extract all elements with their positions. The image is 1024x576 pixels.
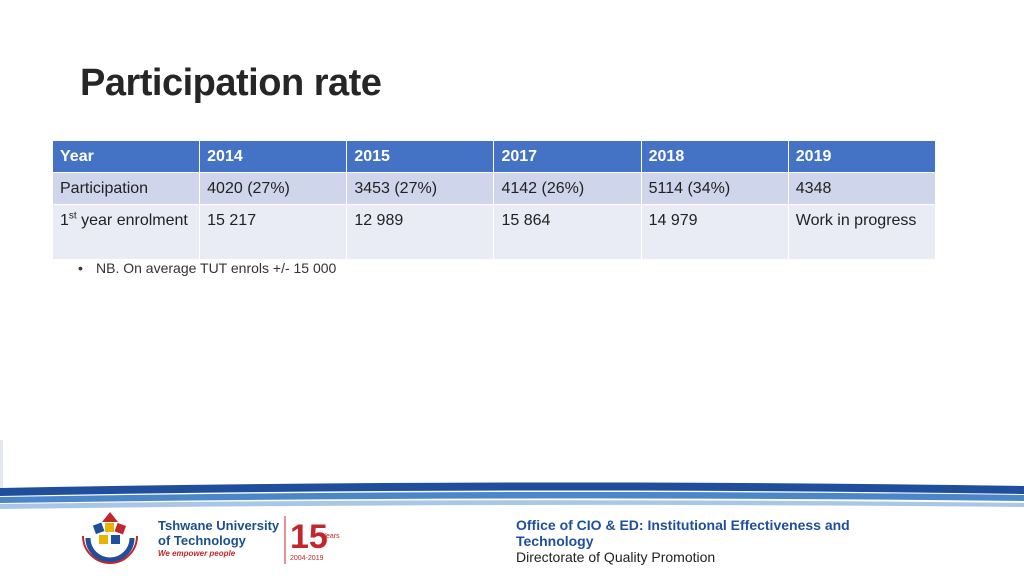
row-label-text: year enrolment [76, 212, 188, 229]
table-cell: 4348 [788, 173, 936, 205]
row-label-participation: Participation [53, 173, 201, 205]
table-row-enrolment: 1st year enrolment 15 217 12 989 15 864 … [53, 205, 936, 260]
header-cell-2017: 2017 [494, 141, 642, 173]
ordinal-suffix: st [68, 210, 77, 222]
table-cell: 14 979 [641, 205, 789, 260]
university-name: Tshwane University of Technology [158, 518, 279, 548]
header-cell-2014: 2014 [200, 141, 348, 173]
bullet-icon: • [78, 260, 83, 276]
row-label-enrolment: 1st year enrolment [53, 205, 201, 260]
anniversary-range: 2004-2019 [290, 555, 324, 562]
header-cell-year: Year [53, 141, 201, 173]
table-cell: 5114 (34%) [641, 173, 789, 205]
header-cell-2018: 2018 [641, 141, 789, 173]
tut-logo: 15 Years 2004-2019 [82, 512, 340, 564]
ordinal-number: 1 [60, 212, 69, 229]
table-header-row: Year 2014 2015 2017 2018 2019 [53, 141, 936, 173]
footer-stripes [0, 482, 1024, 509]
anniversary-badge: 15 Years 2004-2019 [290, 518, 340, 562]
header-cell-2019: 2019 [788, 141, 936, 173]
table-cell: 15 864 [494, 205, 642, 260]
anniversary-number: 15 [290, 518, 328, 556]
participation-table: Year 2014 2015 2017 2018 2019 Participat… [53, 141, 936, 260]
page-title: Participation rate [80, 62, 382, 104]
footer-office-info: Office of CIO & ED: Institutional Effect… [516, 517, 896, 565]
header-cell-2015: 2015 [347, 141, 495, 173]
office-name: Office of CIO & ED: Institutional Effect… [516, 517, 850, 549]
anniversary-word: Years [322, 533, 340, 540]
left-edge-decoration [0, 440, 3, 492]
table-cell: 12 989 [347, 205, 495, 260]
tut-emblem-icon [82, 512, 138, 564]
university-motto: We empower people [158, 549, 236, 558]
table-cell: 4020 (27%) [200, 173, 348, 205]
university-name-line2: of Technology [158, 533, 246, 548]
university-name-line1: Tshwane University [158, 518, 280, 533]
table-row-participation: Participation 4020 (27%) 3453 (27%) 4142… [53, 173, 936, 205]
note-bullet-item: • NB. On average TUT enrols +/- 15 000 [78, 260, 336, 276]
table-cell: Work in progress [788, 205, 936, 260]
table-cell: 15 217 [200, 205, 348, 260]
table-cell: 3453 (27%) [347, 173, 495, 205]
table-cell: 4142 (26%) [494, 173, 642, 205]
directorate-name: Directorate of Quality Promotion [516, 549, 716, 565]
note-text: NB. On average TUT enrols +/- 15 000 [96, 260, 337, 276]
